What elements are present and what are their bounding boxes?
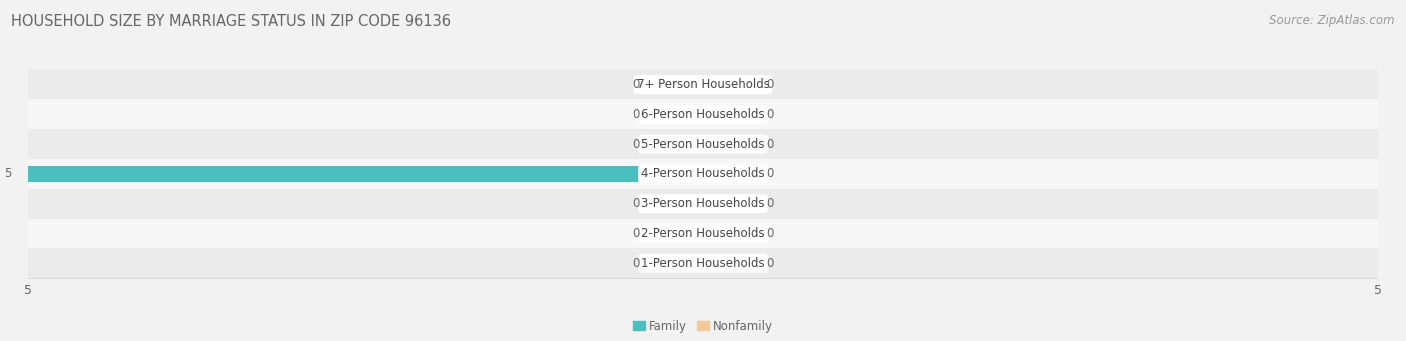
Text: 0: 0: [766, 108, 773, 121]
Text: 0: 0: [766, 167, 773, 180]
Text: 4-Person Households: 4-Person Households: [641, 167, 765, 180]
Text: 0: 0: [766, 78, 773, 91]
Text: 0: 0: [633, 197, 640, 210]
Bar: [0, 100, 1406, 129]
Text: 5: 5: [4, 167, 11, 180]
Bar: [655, 77, 703, 92]
Text: 0: 0: [633, 78, 640, 91]
Bar: [0, 189, 1406, 219]
Text: 0: 0: [766, 257, 773, 270]
Bar: [703, 196, 751, 211]
Bar: [703, 77, 751, 92]
Bar: [0, 219, 1406, 248]
Bar: [0, 159, 1406, 189]
Text: 1-Person Households: 1-Person Households: [641, 257, 765, 270]
Bar: [0, 129, 1406, 159]
Bar: [703, 166, 751, 182]
Bar: [655, 255, 703, 271]
Text: HOUSEHOLD SIZE BY MARRIAGE STATUS IN ZIP CODE 96136: HOUSEHOLD SIZE BY MARRIAGE STATUS IN ZIP…: [11, 14, 451, 29]
Bar: [703, 136, 751, 152]
Text: 6-Person Households: 6-Person Households: [641, 108, 765, 121]
Text: 0: 0: [766, 197, 773, 210]
Bar: [655, 196, 703, 211]
Text: 3-Person Households: 3-Person Households: [641, 197, 765, 210]
Bar: [703, 226, 751, 241]
Text: 0: 0: [633, 138, 640, 151]
Bar: [655, 136, 703, 152]
Bar: [0, 70, 1406, 100]
Bar: [655, 226, 703, 241]
Legend: Family, Nonfamily: Family, Nonfamily: [633, 320, 773, 333]
Bar: [703, 107, 751, 122]
Text: 0: 0: [633, 227, 640, 240]
Text: 5-Person Households: 5-Person Households: [641, 138, 765, 151]
Text: 0: 0: [633, 257, 640, 270]
Bar: [28, 166, 703, 182]
Text: Source: ZipAtlas.com: Source: ZipAtlas.com: [1270, 14, 1395, 27]
Text: 2-Person Households: 2-Person Households: [641, 227, 765, 240]
Text: 0: 0: [766, 227, 773, 240]
Text: 0: 0: [633, 108, 640, 121]
Bar: [655, 107, 703, 122]
Text: 7+ Person Households: 7+ Person Households: [637, 78, 769, 91]
Bar: [703, 255, 751, 271]
Text: 0: 0: [766, 138, 773, 151]
Bar: [0, 248, 1406, 278]
